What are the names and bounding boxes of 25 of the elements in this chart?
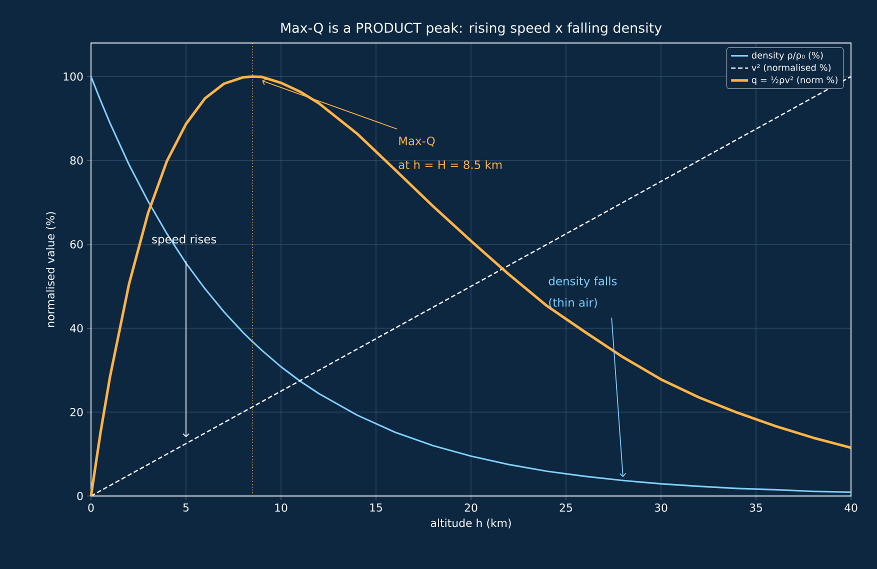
x-tick-label: 0 [88,504,94,512]
x-tick-label: 5 [183,504,189,512]
annotation: density falls [548,276,617,288]
annotation: (thin air) [549,298,597,308]
annotation: Max-Q [399,136,435,147]
annotation: at h = H = 8.5 km [398,160,502,170]
y-tick-label: 100 [64,72,83,81]
x-tick-label: 25 [560,504,572,512]
y-tick-label: 60 [70,240,83,248]
x-tick-label: 20 [464,504,478,512]
x-axis-title: altitude h (km) [430,518,511,528]
y-tick-label: 40 [70,324,83,332]
y-tick-label: 20 [70,408,83,416]
x-tick-label: 30 [654,504,668,512]
y-tick-label: 80 [70,156,83,165]
x-tick-label: 35 [750,504,762,512]
chart-title: Max-Q is a PRODUCT peak: rising speed x falling density [281,22,662,36]
y-tick-label: 0 [77,492,83,500]
y-axis-title: normalised value (%) [46,212,56,327]
legend-label: v² (normalised %) [752,64,831,72]
x-tick-label: 10 [275,504,288,512]
x-tick-label: 15 [370,504,382,512]
legend-label: density ρ/ρ₀ (%) [752,52,823,60]
legend-label: q = ½ρv² (norm %) [752,76,838,85]
x-tick-label: 40 [844,504,858,512]
